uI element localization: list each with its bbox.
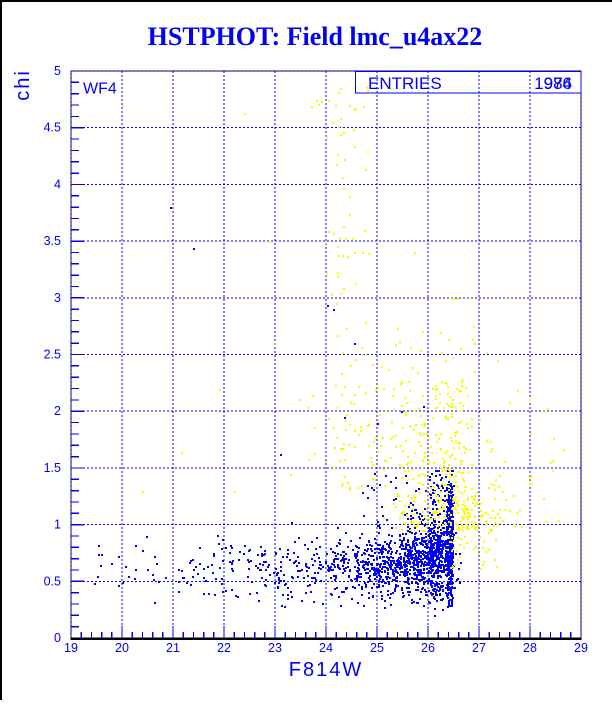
svg-text:chi: chi xyxy=(12,69,34,101)
svg-text:21: 21 xyxy=(166,641,180,655)
svg-text:2.5: 2.5 xyxy=(44,348,61,362)
svg-text:F814W: F814W xyxy=(289,659,363,681)
svg-text:2: 2 xyxy=(54,404,61,418)
svg-text:28: 28 xyxy=(523,641,537,655)
svg-text:23: 23 xyxy=(268,641,282,655)
svg-text:27: 27 xyxy=(472,641,486,655)
svg-text:19: 19 xyxy=(64,641,78,655)
svg-text:29: 29 xyxy=(574,641,588,655)
svg-text:20: 20 xyxy=(115,641,129,655)
svg-text:5: 5 xyxy=(54,64,61,78)
svg-text:WF4: WF4 xyxy=(83,81,117,98)
svg-text:1984: 1984 xyxy=(534,74,572,93)
svg-text:4: 4 xyxy=(54,177,61,191)
svg-text:3: 3 xyxy=(54,291,61,305)
svg-text:0.5: 0.5 xyxy=(44,574,61,588)
svg-text:1: 1 xyxy=(54,518,61,532)
svg-text:25: 25 xyxy=(370,641,384,655)
svg-text:1.5: 1.5 xyxy=(44,461,61,475)
svg-text:4.5: 4.5 xyxy=(44,121,61,135)
svg-text:ENTRIES: ENTRIES xyxy=(368,74,442,93)
svg-text:0: 0 xyxy=(54,631,61,645)
svg-text:26: 26 xyxy=(421,641,435,655)
svg-text:HSTPHOT: Field lmc_u4ax22: HSTPHOT: Field lmc_u4ax22 xyxy=(148,22,483,51)
svg-text:976: 976 xyxy=(544,74,572,93)
svg-text:22: 22 xyxy=(217,641,231,655)
svg-text:24: 24 xyxy=(319,641,333,655)
svg-text:3.5: 3.5 xyxy=(44,234,61,248)
